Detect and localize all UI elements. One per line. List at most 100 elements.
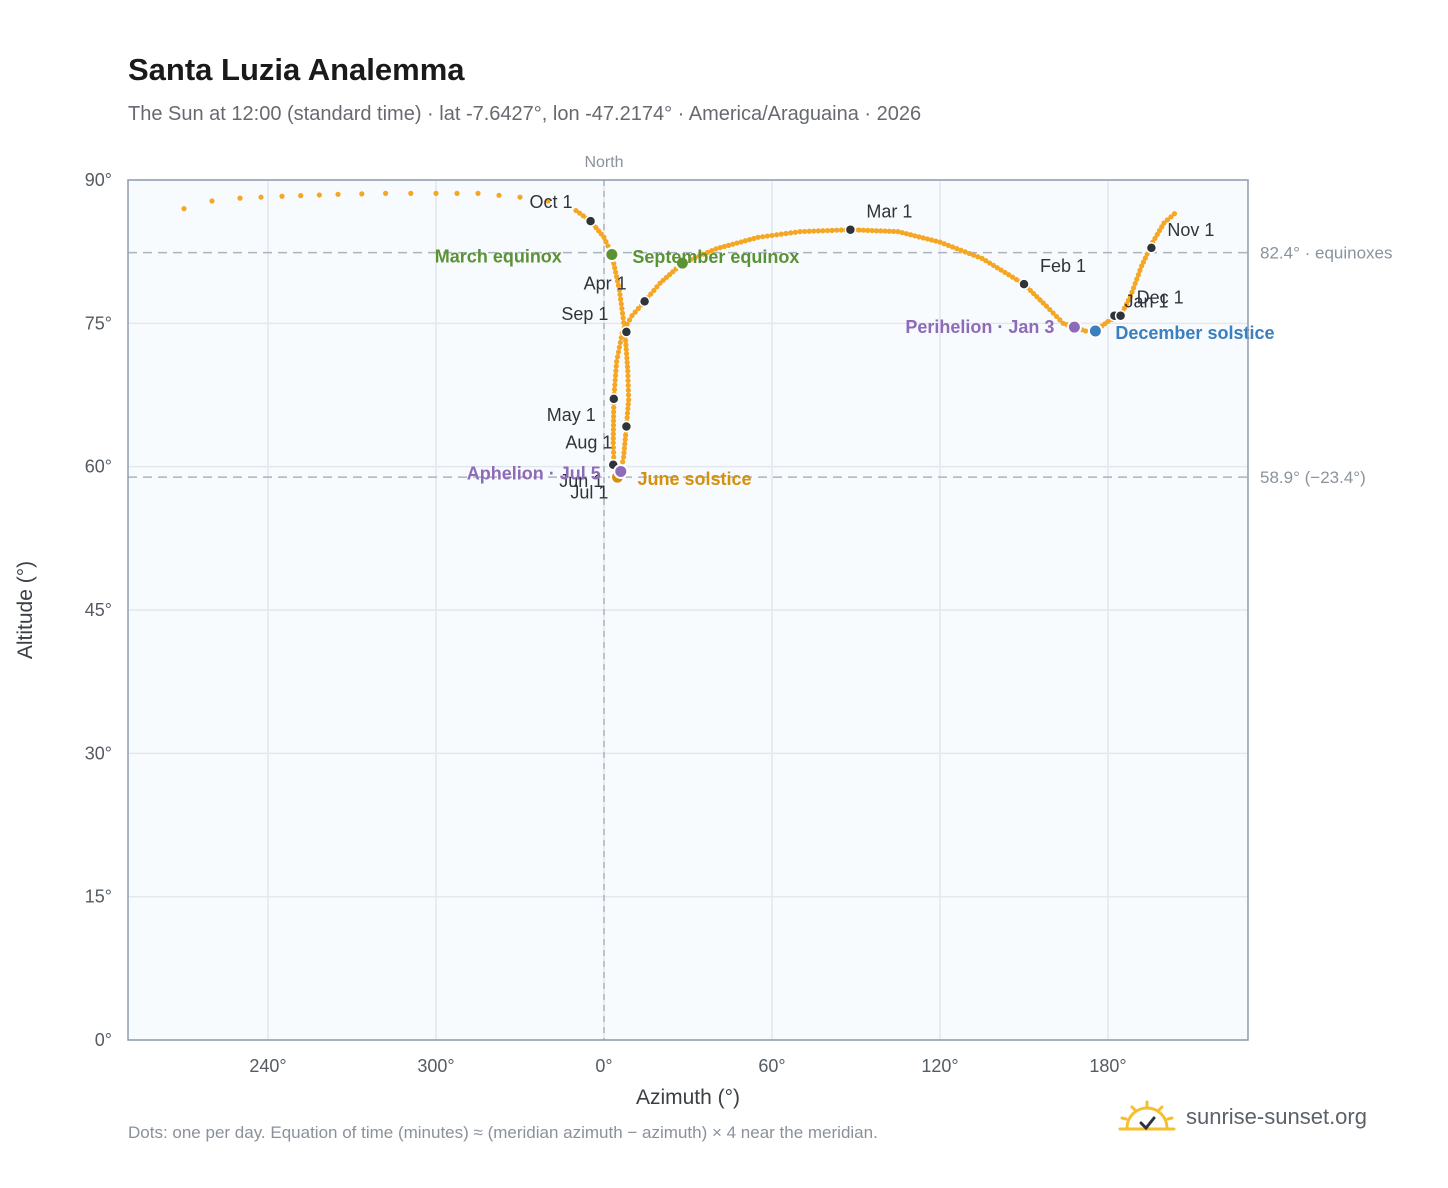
sun-position-dot [651,287,657,294]
event-marker-equinox [674,255,690,271]
sun-position-dot [1168,214,1174,220]
sun-position-dot [610,444,617,451]
chart-subtitle: The Sun at 12:00 (standard time) · lat -… [128,103,922,125]
sun-position-dot [624,321,630,327]
sun-position-dot [408,190,414,196]
sun-position-dot [573,207,579,214]
sun-position-dot [625,368,631,374]
sun-position-dot [979,255,985,261]
sun-position-dot [1121,305,1128,311]
sun-position-dot [1043,303,1049,309]
chart-title: Santa Luzia Analemma [128,52,465,87]
sun-position-dot [624,364,631,370]
sun-position-dot [1134,276,1140,282]
sun-position-dot [1152,235,1158,241]
sun-position-dot [829,227,835,233]
event-marker-apsis [613,463,629,479]
sun-position-dot [721,243,728,250]
sun-position-dot [624,355,630,361]
sun-position-dot [962,249,968,255]
sun-position-dot [1171,211,1178,217]
sun-position-dot [1139,263,1145,269]
x-axis-title: Azimuth (°) [636,1086,740,1109]
sun-position-dot [998,267,1004,273]
y-tick-label: 15° [85,887,112,907]
sun-position-dot [626,397,632,403]
sun-position-dot [1156,228,1163,234]
sun-position-dot [769,232,775,239]
y-tick-label: 75° [85,313,112,333]
sun-position-dot [614,358,620,365]
month-marker [638,295,651,308]
reference-lines: North 82.4° · equinoxes 58.9° (−23.4°) [128,154,1393,1040]
month-label: Sep 1 [561,304,608,324]
sun-position-dot [298,193,304,199]
sun-position-dot [605,243,611,249]
sun-position-dot [958,247,964,253]
footnote: Dots: one per day. Equation of time (min… [128,1123,878,1142]
sun-position-dot [316,192,322,198]
sun-position-dot [912,233,918,239]
sun-position-dot [873,228,879,234]
sun-position-dot [635,305,641,312]
sun-position-dot [738,239,744,245]
sun-position-dot [811,228,817,234]
x-tick-label: 240° [249,1056,286,1076]
sun-position-dot [966,250,973,257]
sun-position-dot [696,253,702,259]
sun-position-dot [895,229,901,235]
sun-position-dot [1053,313,1060,320]
sun-position-dot [1137,267,1143,273]
sun-position-dot [517,194,523,200]
sun-position-dot [617,291,623,298]
x-tick-label: 180° [1089,1056,1126,1076]
sun-position-dot [621,454,627,460]
sun-position-dot [971,252,977,258]
sun-position-dot [700,251,707,257]
sun-position-dot [625,373,631,379]
event-marker-december-solstice [1087,323,1103,339]
sun-position-dot [792,229,798,235]
sun-position-dot [454,190,460,196]
brand[interactable]: sunrise-sunset.org [1118,1100,1367,1134]
sun-position-dot [806,228,812,234]
sun-position-dot [580,213,586,219]
sun-position-dot [747,237,753,243]
sun-position-dot [1027,287,1033,294]
y-tick-label: 0° [95,1030,112,1050]
plot-frame [127,179,1249,1041]
month-marker [620,326,633,338]
sun-position-dot [774,232,780,238]
sun-position-dot [383,190,389,196]
sun-position-dot [882,228,888,234]
sun-position-dot [601,234,607,240]
sun-position-dot [623,351,630,357]
x-tick-label: 0° [595,1056,612,1076]
event-label: Perihelion · Jan 3 [905,317,1054,337]
sun-position-dot [629,313,635,319]
sun-position-dot [903,231,910,237]
month-marker [1145,242,1158,254]
sun-position-dot [617,339,623,346]
sun-position-dot [433,190,439,196]
sun-position-dot [610,426,617,433]
sun-position-dot [603,239,609,245]
sun-position-dot [577,210,583,216]
month-label: Apr 1 [584,273,627,293]
sun-position-dot [610,431,616,437]
sun-position-dot [692,255,698,261]
sun-position-dot [1009,274,1016,280]
sun-position-dot [838,227,844,233]
sun-position-dot [237,195,243,201]
sun-position-dot [496,192,502,198]
y-tick-label: 60° [85,457,112,477]
sun-position-dot [1083,328,1089,334]
sun-position-dot [612,377,618,383]
sun-position-dot [614,278,621,284]
sun-position-dot [621,445,628,451]
sun-position-dot [878,228,884,234]
sun-position-dot [983,258,989,264]
sun-position-dot [624,415,630,421]
sun-position-dot [623,342,629,348]
